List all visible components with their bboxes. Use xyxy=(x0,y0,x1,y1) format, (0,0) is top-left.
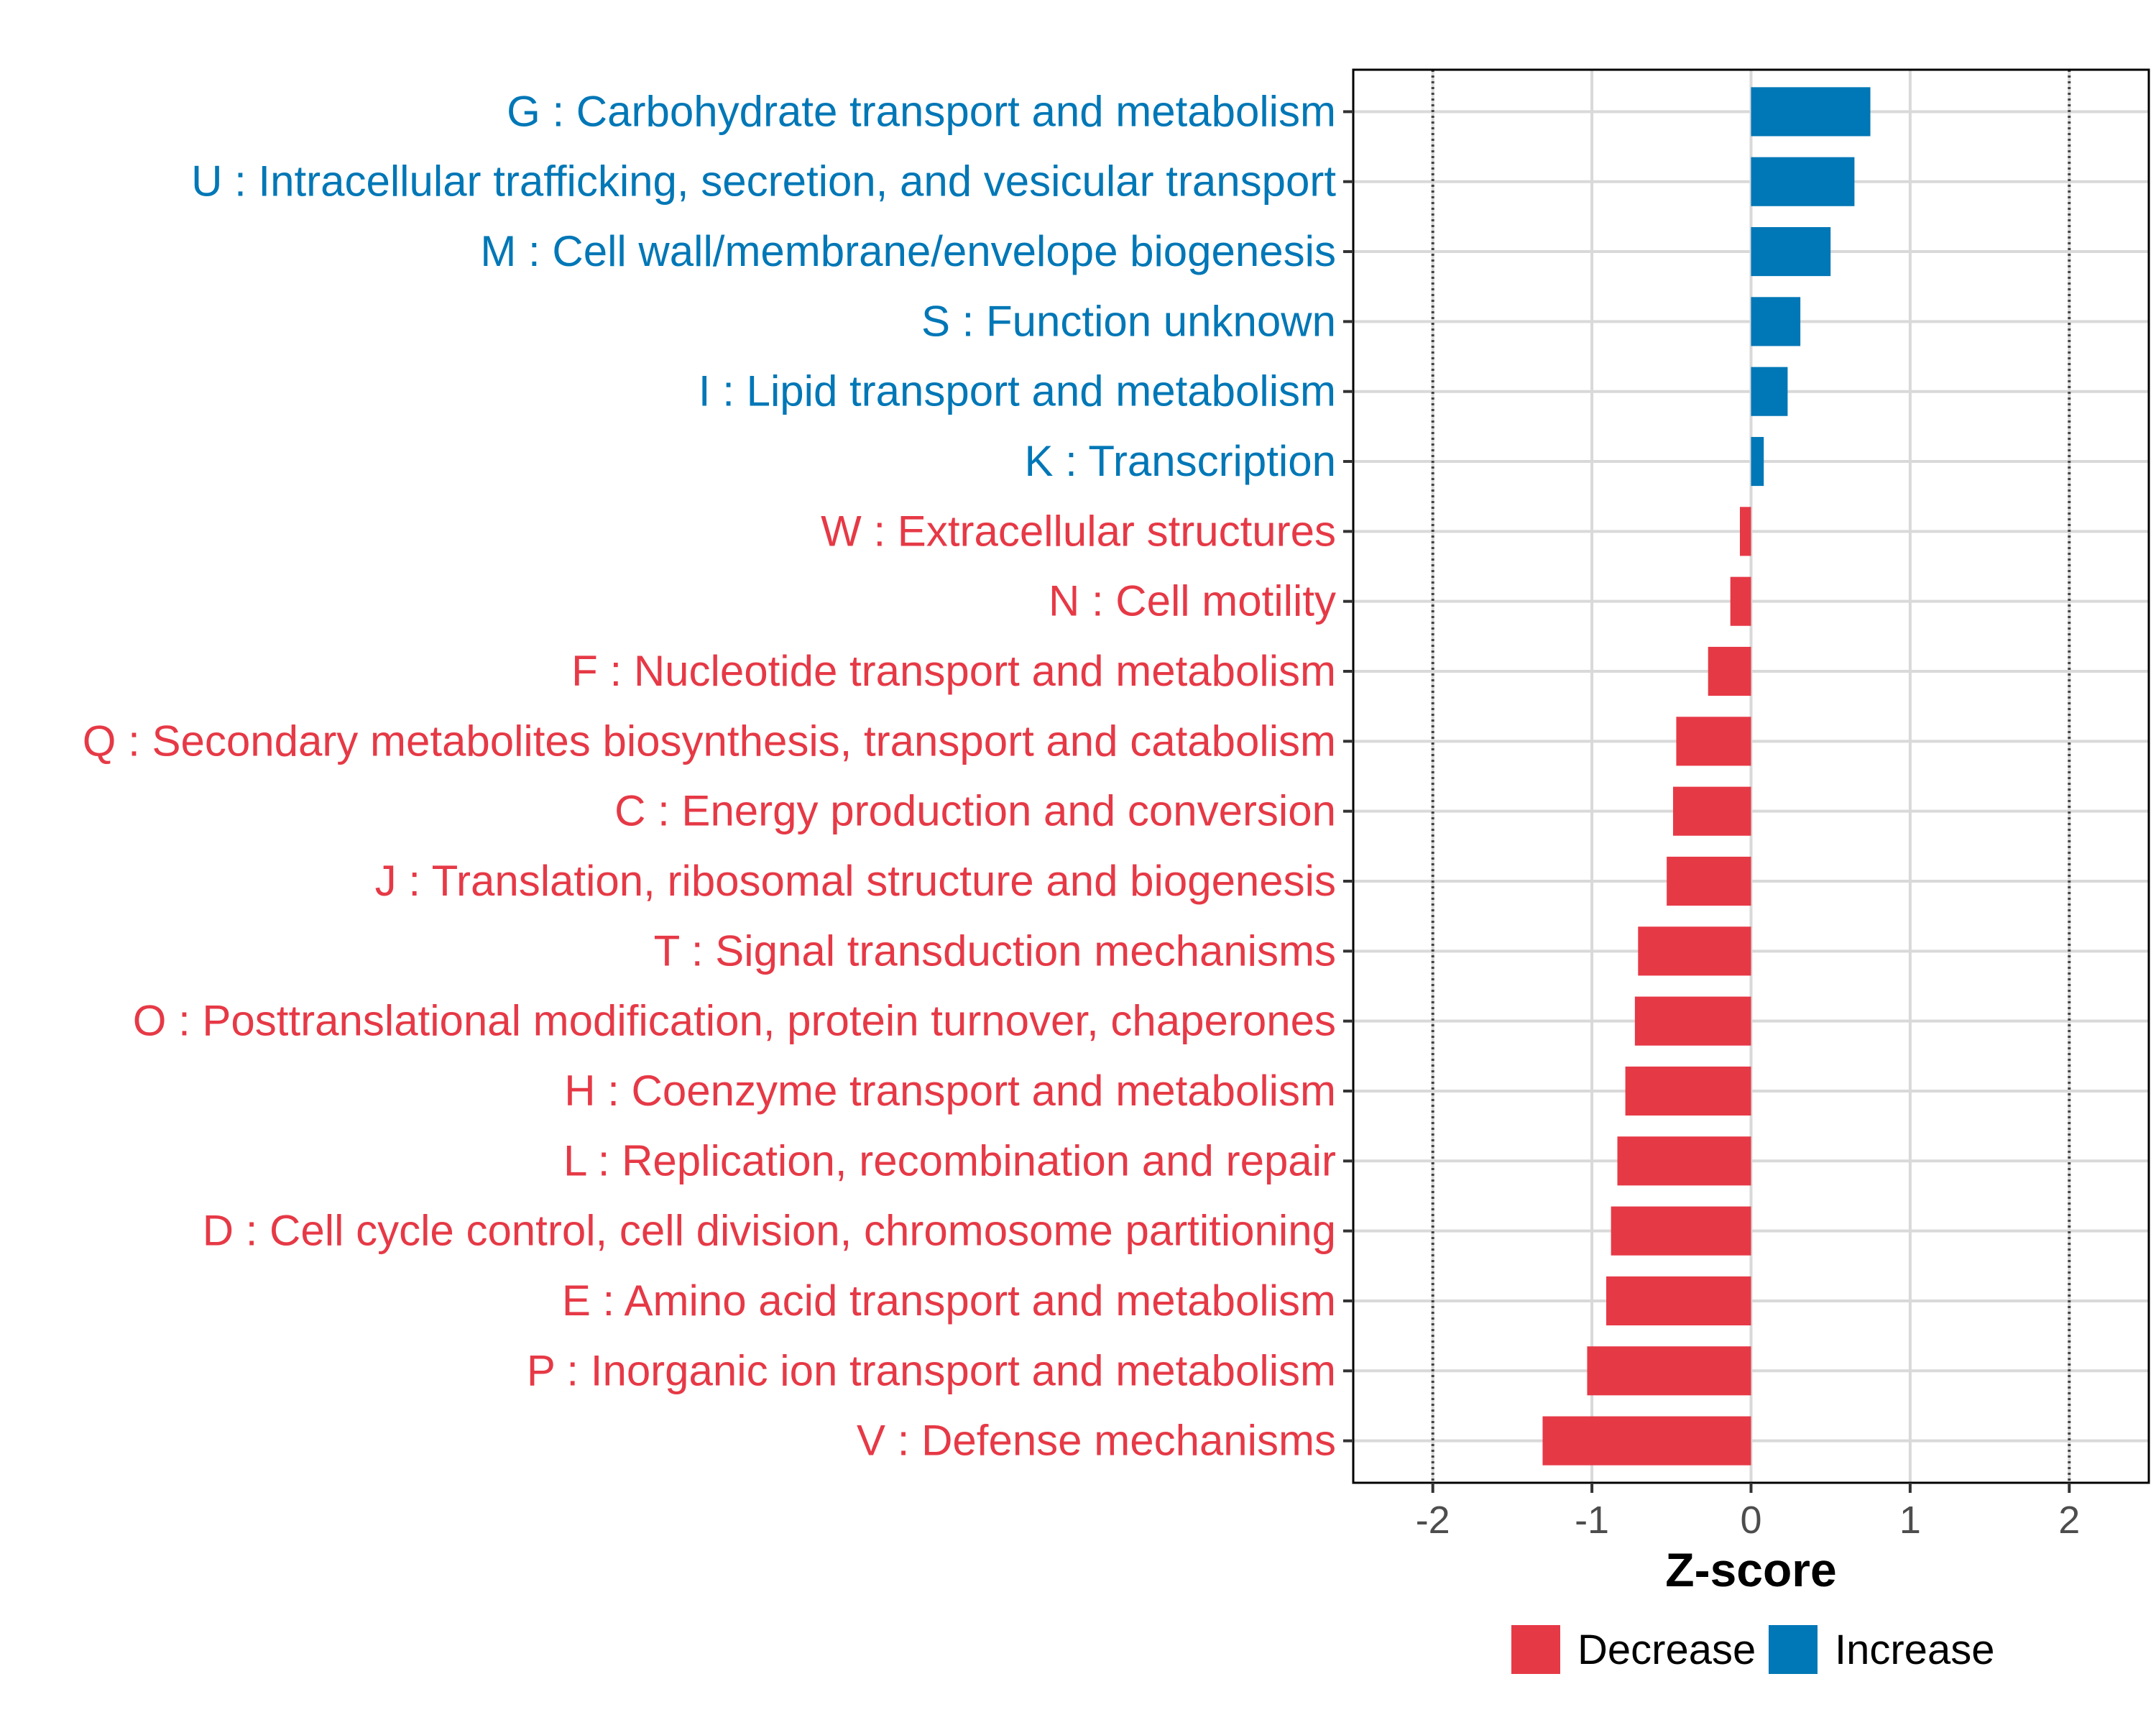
bar xyxy=(1634,996,1751,1046)
bar xyxy=(1751,87,1871,137)
category-label: W : Extracellular structures xyxy=(821,507,1336,555)
bar xyxy=(1751,226,1831,277)
bar xyxy=(1617,1136,1751,1186)
category-label: S : Function unknown xyxy=(921,297,1336,345)
bars xyxy=(1542,87,1871,1466)
category-label: N : Cell motility xyxy=(1049,577,1336,625)
legend: Decrease Increase xyxy=(1511,1625,1994,1674)
category-label: H : Coenzyme transport and metabolism xyxy=(564,1067,1336,1115)
bar xyxy=(1673,786,1751,836)
bar xyxy=(1587,1346,1751,1396)
category-label: V : Defense mechanisms xyxy=(857,1417,1336,1465)
bar xyxy=(1667,856,1751,906)
category-label: L : Replication, recombination and repai… xyxy=(563,1136,1336,1184)
x-axis-ticks: -2 -1 0 1 2 xyxy=(1416,1483,2080,1542)
legend-swatch xyxy=(1511,1625,1560,1674)
x-tick-label: -1 xyxy=(1575,1499,1609,1542)
x-tick-label: 0 xyxy=(1740,1499,1761,1542)
category-label: I : Lipid transport and metabolism xyxy=(699,367,1336,415)
x-tick-label: 2 xyxy=(2058,1499,2080,1542)
bar xyxy=(1625,1066,1751,1116)
bar xyxy=(1606,1276,1751,1326)
category-label: K : Transcription xyxy=(1024,437,1336,485)
bar xyxy=(1638,926,1751,976)
category-label: F : Nucleotide transport and metabolism xyxy=(571,647,1336,695)
legend-label: Increase xyxy=(1835,1627,1994,1673)
category-label: C : Energy production and conversion xyxy=(614,787,1336,835)
category-label: P : Inorganic ion transport and metaboli… xyxy=(527,1346,1336,1394)
legend-swatch xyxy=(1769,1625,1818,1674)
bar xyxy=(1751,157,1855,206)
category-label: E : Amino acid transport and metabolism xyxy=(562,1276,1336,1325)
category-label: M : Cell wall/membrane/envelope biogenes… xyxy=(480,227,1336,275)
legend-label: Decrease xyxy=(1577,1627,1756,1673)
bar xyxy=(1751,436,1764,487)
category-label: Q : Secondary metabolites biosynthesis, … xyxy=(83,717,1336,765)
legend-item: Decrease xyxy=(1511,1625,1756,1674)
category-label: T : Signal transduction mechanisms xyxy=(654,926,1336,975)
x-tick-label: -2 xyxy=(1416,1499,1450,1542)
x-axis-title: Z-score xyxy=(1665,1543,1836,1596)
category-label: J : Translation, ribosomal structure and… xyxy=(375,857,1336,905)
category-labels: G : Carbohydrate transport and metabolis… xyxy=(83,87,1353,1465)
category-label: O : Posttranslational modification, prot… xyxy=(133,997,1336,1045)
bar xyxy=(1751,297,1801,346)
bar xyxy=(1751,367,1788,416)
category-label: U : Intracellular trafficking, secretion… xyxy=(191,157,1336,206)
bar xyxy=(1611,1206,1751,1256)
bar xyxy=(1708,646,1751,696)
bar xyxy=(1542,1416,1751,1466)
category-label: D : Cell cycle control, cell division, c… xyxy=(203,1207,1336,1255)
bar xyxy=(1676,717,1751,766)
x-tick-label: 1 xyxy=(1899,1499,1921,1542)
legend-item: Increase xyxy=(1769,1625,1994,1674)
category-label: G : Carbohydrate transport and metabolis… xyxy=(507,87,1336,135)
bar xyxy=(1730,576,1751,626)
bar xyxy=(1740,507,1751,556)
